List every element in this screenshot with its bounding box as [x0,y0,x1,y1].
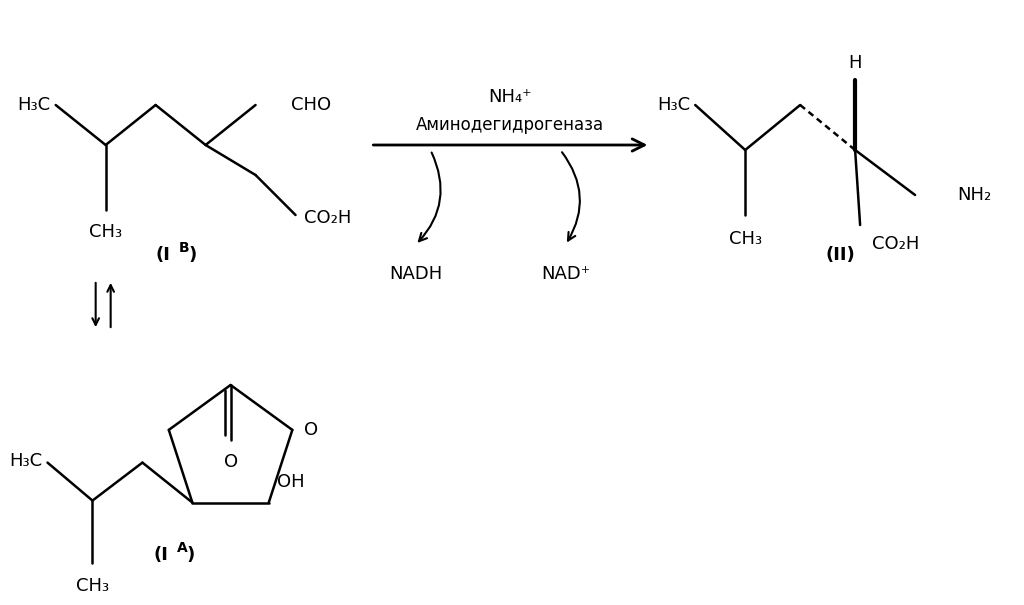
Text: (II): (II) [825,246,855,264]
Text: Аминодегидрогеназа: Аминодегидрогеназа [417,116,604,134]
Text: CO₂H: CO₂H [303,209,351,227]
Text: CH₃: CH₃ [729,230,762,248]
Text: B: B [178,241,189,255]
Text: H: H [848,54,862,72]
Text: CHO: CHO [291,96,331,114]
Text: NADH: NADH [389,265,442,283]
Text: H₃C: H₃C [657,96,690,114]
Text: O: O [304,421,318,439]
Text: OH: OH [276,473,304,491]
Text: NAD⁺: NAD⁺ [541,265,590,283]
Text: ): ) [186,546,195,564]
Text: (I: (I [156,246,171,264]
Text: CH₃: CH₃ [89,223,122,241]
Text: O: O [223,453,238,471]
Text: H₃C: H₃C [9,451,43,469]
Text: H₃C: H₃C [17,96,51,114]
Text: CO₂H: CO₂H [872,235,920,253]
Text: CH₃: CH₃ [76,577,109,595]
Text: (I: (I [154,546,169,564]
Text: NH₂: NH₂ [957,186,991,204]
Text: NH₄⁺: NH₄⁺ [488,88,532,106]
Text: ): ) [188,246,197,264]
Text: A: A [176,541,187,555]
